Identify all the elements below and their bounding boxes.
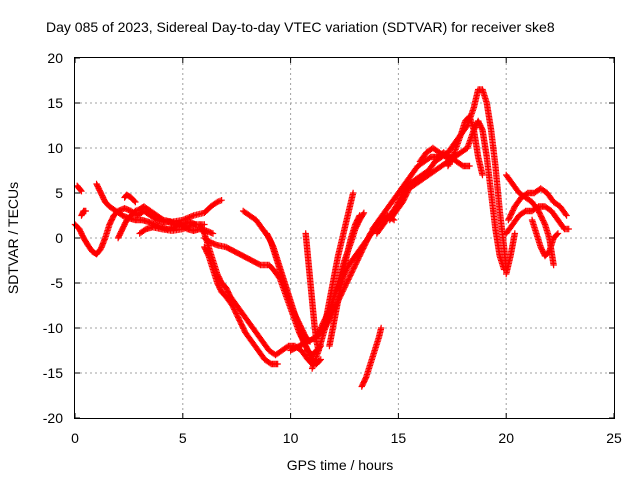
- series-arc-27: [503, 203, 572, 237]
- y-tick-label: 5: [55, 185, 63, 201]
- data-point: [466, 162, 473, 170]
- series-arc-22: [386, 117, 508, 273]
- data-point: [78, 188, 85, 195]
- data-point: [359, 210, 367, 218]
- data-point: [562, 211, 569, 218]
- data-point: [200, 229, 207, 236]
- data-point: [209, 230, 217, 237]
- series-arc-19: [358, 324, 385, 390]
- y-tick-label: -15: [43, 365, 63, 381]
- series-arc-02: [73, 182, 85, 195]
- chart-title: Day 085 of 2023, Sidereal Day-to-day VTE…: [46, 19, 555, 35]
- data-point: [553, 231, 561, 238]
- data-point: [325, 308, 332, 315]
- series-arc-06: [121, 191, 139, 206]
- y-tick-label: -20: [43, 410, 63, 426]
- x-tick-label: 0: [71, 430, 79, 446]
- data-point: [218, 197, 225, 204]
- axis-ticks: 0 5 10 15 20 25 -20 -15 -10 -5 0 5 10 15 20: [43, 50, 622, 446]
- data-point: [478, 125, 486, 132]
- data-point: [317, 356, 324, 363]
- x-tick-label: 5: [179, 430, 187, 446]
- data-point: [82, 207, 89, 215]
- gridlines: [75, 58, 614, 418]
- data-point: [360, 209, 368, 216]
- data-point: [362, 375, 369, 382]
- series-arc-24: [444, 113, 486, 179]
- data-point: [355, 213, 363, 220]
- data-point: [479, 171, 486, 179]
- data-points: [71, 86, 572, 390]
- series-arc-03: [78, 207, 89, 219]
- x-tick-label: 20: [498, 430, 514, 446]
- y-tick-label: 10: [47, 140, 63, 156]
- y-tick-label: 20: [47, 50, 63, 66]
- series-arc-09: [201, 243, 281, 368]
- y-tick-label: -10: [43, 320, 63, 336]
- data-point: [511, 230, 519, 237]
- x-tick-label: 15: [391, 430, 407, 446]
- data-point: [349, 189, 357, 197]
- y-tick-label: 15: [47, 95, 63, 111]
- y-tick-label: 0: [55, 230, 63, 246]
- series-arc-16: [321, 189, 357, 327]
- data-point: [267, 238, 274, 245]
- plot-frame: [74, 57, 615, 419]
- series-arc-08: [196, 221, 316, 368]
- series-arc-18: [326, 212, 363, 350]
- data-point: [131, 197, 138, 205]
- data-point: [274, 360, 281, 368]
- y-tick-label: -5: [51, 275, 64, 291]
- x-axis-label: GPS time / hours: [287, 457, 394, 473]
- series-arc-05: [114, 197, 225, 242]
- data-point: [541, 219, 548, 227]
- data-point: [565, 225, 572, 233]
- data-point: [204, 251, 212, 258]
- data-point: [132, 198, 139, 206]
- data-point: [356, 212, 363, 219]
- x-tick-label: 25: [606, 430, 622, 446]
- data-point: [450, 150, 458, 158]
- data-point: [377, 324, 385, 332]
- series-arc-28: [528, 216, 562, 260]
- y-axis-label: SDTVAR / TECUs: [5, 182, 21, 294]
- data-point: [77, 187, 84, 194]
- series-arc-12: [263, 230, 314, 345]
- data-point: [554, 230, 562, 237]
- series-arc-07: [136, 221, 208, 237]
- series-arc-26: [505, 185, 570, 224]
- data-point: [550, 261, 557, 269]
- x-tick-label: 10: [283, 430, 299, 446]
- data-point: [563, 212, 570, 219]
- series-arc-29: [503, 230, 519, 278]
